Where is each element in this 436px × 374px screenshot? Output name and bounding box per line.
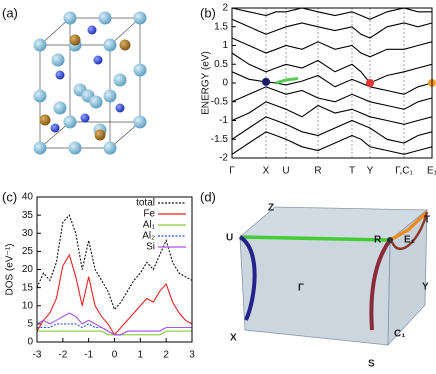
k-point-label: U (226, 233, 233, 244)
series-line (231, 101, 433, 125)
k-point-label: T (424, 215, 430, 226)
y-tick-label: 1.5 (214, 21, 228, 32)
x-tick-label: -2 (58, 350, 67, 361)
legend-label: Al₂ (142, 231, 155, 242)
y-tick-label: 20 (22, 264, 34, 275)
series-line (36, 312, 192, 336)
k-point-label: R (374, 235, 382, 246)
panel-label: (c) (2, 189, 17, 204)
y-tick-label: -1.5 (211, 134, 229, 145)
x-tick-label: 2 (163, 350, 169, 361)
legend-label: Fe (143, 209, 155, 220)
x-tick-label: -3 (33, 350, 42, 361)
series-line (36, 253, 193, 336)
series-line (231, 131, 433, 155)
y-tick-label: -2 (219, 153, 228, 164)
y-tick-label: -1 (219, 115, 228, 126)
series-line (231, 18, 433, 39)
y-tick-label: 5 (27, 319, 33, 330)
k-point-label: Y (422, 282, 429, 293)
plot-frame (36, 196, 193, 343)
k-point-label: C₁ (394, 329, 405, 340)
atoms (33, 11, 147, 155)
panel-label: (d) (200, 189, 216, 204)
k-point-label: Γ (298, 283, 304, 294)
series-line (37, 323, 192, 336)
y-tick-label: 15 (22, 282, 34, 293)
y-tick-label: 25 (22, 246, 34, 257)
x-tick-label: R (314, 166, 321, 177)
k-point-label: X (230, 333, 237, 344)
x-tick-label: 1 (138, 350, 144, 361)
k-point-label: E₁ (404, 235, 415, 246)
y-tick-label: 0 (222, 78, 228, 89)
x-tick-label: 3 (189, 350, 195, 361)
y-tick-label: 10 (22, 300, 34, 311)
series-line (231, 116, 433, 144)
x-tick-label: E₁ (427, 166, 436, 177)
x-tick-label: 0 (112, 350, 118, 361)
series-line (231, 7, 432, 20)
y-tick-label: 2 (222, 3, 228, 14)
x-tick-label: -1 (84, 350, 93, 361)
legend-label: Si (146, 242, 155, 253)
series-line (231, 71, 433, 95)
x-tick-label: Γ (229, 166, 235, 177)
y-axis-label: DOS (eV⁻¹) (5, 244, 16, 296)
legend-label: Al₁ (143, 220, 156, 231)
x-tick-label: Γ,C₁ (395, 166, 413, 177)
panel-label: (a) (2, 5, 18, 20)
y-axis-label: ENERGY (eV) (201, 51, 212, 115)
y-tick-label: 0.5 (214, 59, 228, 70)
highlight-point (366, 79, 374, 87)
series-line (231, 37, 433, 58)
series-line (231, 52, 433, 84)
x-tick-label: T (349, 166, 355, 177)
y-tick-label: 40 (22, 192, 34, 203)
highlight-band (275, 77, 299, 85)
highlight-point (262, 77, 270, 86)
x-tick-label: U (282, 166, 289, 177)
series-line (231, 86, 433, 110)
y-tick-label: 1 (222, 40, 228, 51)
legend-label: total (136, 198, 155, 209)
k-point-label: Z (268, 203, 274, 214)
brillouin-zone (238, 206, 429, 347)
x-tick-label: Y (367, 166, 374, 177)
k-point-label: S (368, 359, 375, 370)
y-tick-label: -0.5 (211, 96, 229, 107)
y-tick-label: 30 (22, 228, 34, 239)
series-line (36, 214, 193, 311)
plot-frame (231, 7, 433, 159)
panel-label: (b) (200, 5, 216, 20)
y-tick-label: 0 (27, 337, 33, 348)
x-tick-label: X (263, 166, 270, 177)
y-tick-label: 35 (22, 210, 34, 221)
